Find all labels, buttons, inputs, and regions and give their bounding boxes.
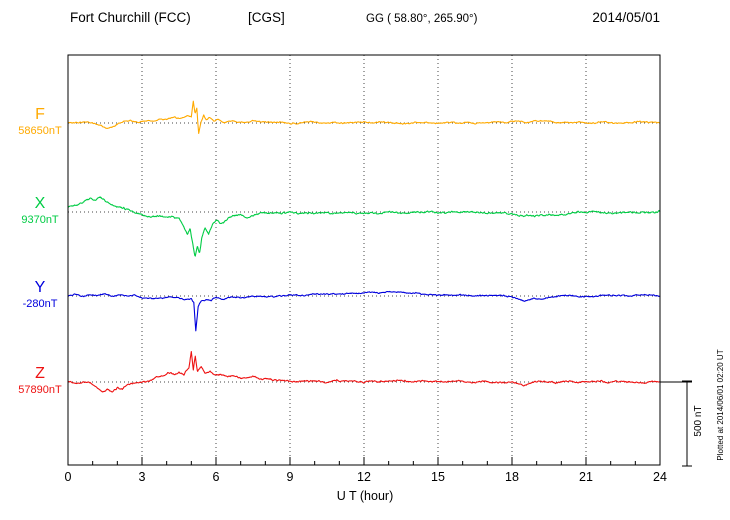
trace-F xyxy=(67,100,661,134)
x-tick-label: 9 xyxy=(287,470,294,484)
x-tick-label: 15 xyxy=(431,470,445,484)
plot-date: 2014/05/01 xyxy=(592,10,660,25)
scale-bar-label: 500 nT xyxy=(693,405,704,437)
component-baseline-y: -280nT xyxy=(22,298,58,311)
component-letter-y: Y xyxy=(34,279,46,296)
geographic-coordinates: GG ( 58.80°, 265.90°) xyxy=(366,13,478,25)
plotted-at-note: Plotted at 2014/06/01 02:20 UT xyxy=(716,349,725,461)
x-tick-label: 18 xyxy=(505,470,519,484)
trace-Y xyxy=(67,290,661,332)
component-letter-f: F xyxy=(35,106,45,123)
x-axis-label: U T (hour) xyxy=(336,489,394,503)
coordinate-system-label: [CGS] xyxy=(248,10,285,25)
trace-Z xyxy=(67,351,661,393)
component-label-z: Z 57890nT xyxy=(4,365,76,397)
component-label-f: F 58650nT xyxy=(4,106,76,138)
component-letter-x: X xyxy=(34,195,46,212)
station-title: Fort Churchill (FCC) xyxy=(70,10,191,25)
trace-X xyxy=(67,196,661,257)
x-tick-label: 21 xyxy=(579,470,593,484)
component-letter-z: Z xyxy=(35,365,45,382)
x-tick-label: 0 xyxy=(65,470,72,484)
component-baseline-x: 9370nT xyxy=(21,214,59,227)
x-tick-label: 3 xyxy=(139,470,146,484)
component-label-y: Y -280nT xyxy=(4,279,76,311)
component-baseline-z: 57890nT xyxy=(18,384,62,397)
x-tick-label: 6 xyxy=(213,470,220,484)
component-baseline-f: 58650nT xyxy=(18,125,62,138)
x-tick-label: 24 xyxy=(653,470,667,484)
x-tick-label: 12 xyxy=(357,470,371,484)
component-label-x: X 9370nT xyxy=(4,195,76,227)
